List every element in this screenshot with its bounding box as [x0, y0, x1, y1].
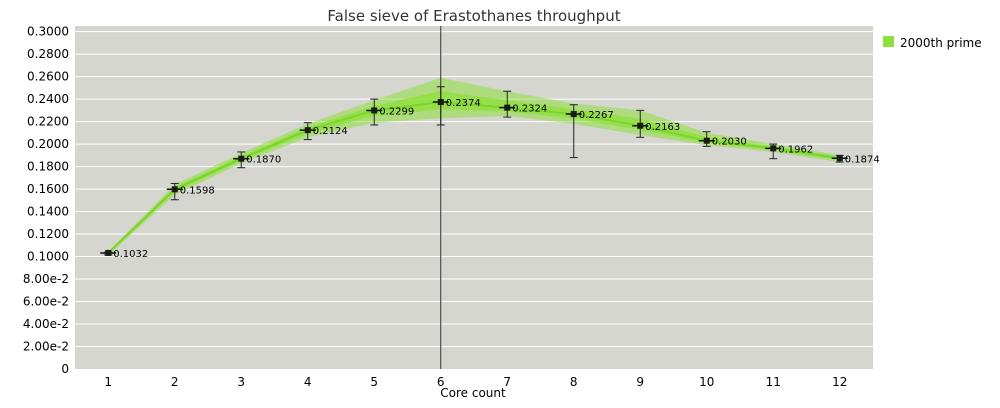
x-tick-label: 12 [832, 375, 847, 389]
x-axis-label: Core count [440, 386, 506, 400]
y-tick-label: 0.1800 [27, 160, 69, 174]
x-tick-label: 11 [766, 375, 781, 389]
data-label: 0.2267 [579, 110, 614, 121]
data-label: 0.2163 [645, 122, 680, 133]
data-point [703, 137, 710, 144]
plot-background [75, 26, 873, 369]
x-tick-label: 4 [304, 375, 312, 389]
y-tick-label: 0.2000 [27, 137, 69, 151]
data-point [171, 186, 178, 193]
data-label: 0.2374 [446, 98, 481, 109]
data-point-group [233, 151, 250, 169]
data-point-group [299, 122, 316, 141]
data-point [836, 155, 843, 162]
y-tick-label: 0.3000 [27, 25, 69, 39]
x-tick-label: 9 [636, 375, 644, 389]
data-point-group [565, 104, 582, 159]
data-point [105, 249, 112, 256]
data-point-group [765, 143, 782, 160]
data-point-group [831, 154, 848, 163]
y-tick-label: 8.00e-2 [23, 272, 69, 286]
data-point-group [100, 249, 117, 256]
data-point-group [499, 90, 516, 118]
y-tick-label: 0.1200 [27, 227, 69, 241]
y-tick-label: 0.1400 [27, 205, 69, 219]
y-tick-label: 0.2200 [27, 115, 69, 129]
y-tick-label: 0.2600 [27, 70, 69, 84]
data-point [304, 127, 311, 134]
x-tick-label: 6 [437, 375, 445, 389]
y-tick-label: 6.00e-2 [23, 295, 69, 309]
gridlines [75, 31, 873, 348]
data-label: 0.2030 [712, 137, 747, 148]
data-point-group [366, 98, 383, 126]
data-label: 0.1874 [845, 154, 880, 165]
data-point-group [166, 182, 183, 201]
data-label: 0.1962 [778, 144, 813, 155]
data-labels: 0.1032 0.1598 0.1870 0.2124 0.2299 0.2374 0.23… [113, 98, 880, 260]
axis-ticks: 0 2.00e-2 4.00e-2 6.00e-2 8.00e-2 0.1000 0.120… [23, 25, 847, 389]
y-tick-label: 2.00e-2 [23, 340, 69, 354]
data-point-group [432, 86, 449, 126]
legend-swatch [883, 36, 894, 47]
x-tick-label: 8 [570, 375, 578, 389]
x-tick-label: 3 [237, 375, 245, 389]
y-tick-label: 0 [61, 362, 69, 376]
legend-item-label: 2000th prime [900, 36, 982, 50]
x-tick-label: 2 [171, 375, 179, 389]
data-label: 0.2324 [512, 104, 547, 115]
legend[interactable]: 2000th prime [883, 36, 982, 50]
data-point-group [632, 109, 649, 138]
data-point [238, 155, 245, 162]
y-tick-label: 0.2400 [27, 92, 69, 106]
data-point [570, 111, 577, 118]
data-point [437, 99, 444, 106]
x-tick-label: 1 [104, 375, 112, 389]
x-tick-label: 5 [370, 375, 378, 389]
series-band-outer [108, 77, 840, 256]
data-point [371, 107, 378, 114]
series-band-inner [108, 91, 840, 255]
y-tick-label: 0.1000 [27, 250, 69, 264]
series-line [107, 101, 840, 254]
x-tick-label: 7 [503, 375, 511, 389]
y-tick-label: 4.00e-2 [23, 317, 69, 331]
y-tick-label: 0.1600 [27, 182, 69, 196]
series-bands [107, 77, 840, 256]
data-label: 0.1598 [180, 185, 215, 196]
data-point [504, 104, 511, 111]
chart-title: False sieve of Erastothanes throughput [327, 7, 620, 25]
data-label: 0.1870 [246, 155, 281, 166]
x-tick-label: 10 [699, 375, 714, 389]
data-point-group [698, 131, 715, 147]
data-label: 0.2124 [313, 126, 348, 137]
data-label: 0.2299 [379, 106, 414, 117]
y-tick-label: 0.2800 [27, 47, 69, 61]
data-point [637, 122, 644, 129]
data-point [770, 145, 777, 152]
error-bars [100, 86, 848, 256]
data-label: 0.1032 [113, 249, 148, 260]
